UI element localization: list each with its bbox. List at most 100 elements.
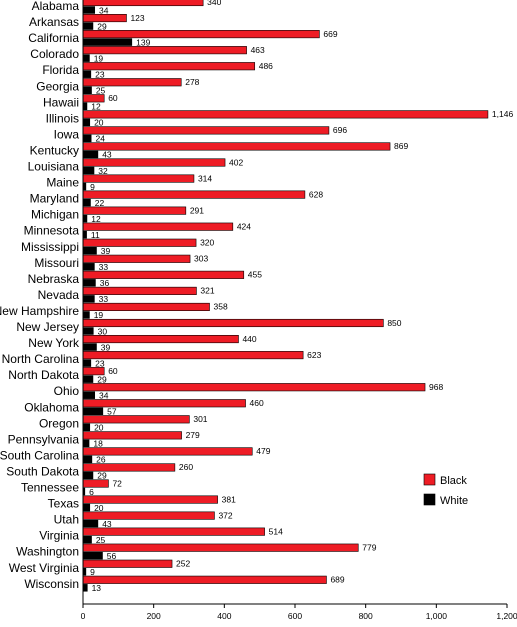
value-label-black-south-dakota: 260: [179, 462, 193, 472]
x-tick-label-1000: 1,000: [426, 611, 448, 621]
bar-white-arkansas: [83, 22, 94, 30]
value-label-black-louisiana: 402: [229, 157, 243, 167]
bar-black-colorado: [82, 46, 247, 55]
value-label-black-minnesota: 424: [237, 221, 251, 231]
category-label-kentucky: Kentucky: [30, 143, 79, 157]
category-label-wisconsin: Wisconsin: [24, 577, 79, 591]
bar-white-virginia: [83, 535, 92, 544]
value-label-black-illinois: 1,146: [492, 109, 514, 119]
bar-white-california: [83, 38, 133, 46]
bar-white-missouri: [83, 263, 95, 271]
bar-white-kentucky: [83, 150, 99, 159]
bar-white-north-carolina: [83, 359, 92, 367]
value-label-black-texas: 381: [222, 494, 236, 504]
value-label-white-california: 139: [136, 37, 150, 47]
value-label-black-utah: 372: [218, 510, 232, 520]
value-label-black-georgia: 278: [185, 77, 199, 87]
bar-white-maryland: [83, 198, 91, 207]
category-label-pennsylvania: Pennsylvania: [8, 432, 80, 446]
value-label-white-arkansas: 29: [97, 21, 107, 31]
value-label-black-oklahoma: 460: [250, 398, 264, 408]
legend-label-black: Black: [440, 475, 467, 487]
category-label-tennessee: Tennessee: [21, 481, 79, 495]
bar-white-minnesota: [83, 230, 87, 239]
bar-black-maryland: [82, 190, 306, 199]
bar-black-minnesota: [82, 222, 234, 231]
value-label-white-maine: 9: [90, 182, 95, 192]
bar-white-georgia: [83, 86, 92, 94]
value-label-black-west-virginia: 252: [176, 559, 190, 569]
bar-white-new-hampshire: [83, 311, 90, 319]
category-label-texas: Texas: [48, 497, 79, 511]
value-label-black-arkansas: 123: [130, 13, 144, 23]
category-label-north-dakota: North Dakota: [8, 368, 79, 382]
value-label-white-virginia: 25: [96, 535, 106, 545]
category-label-hawaii: Hawaii: [43, 95, 79, 109]
x-tick-label-400: 400: [217, 611, 231, 621]
bar-white-south-dakota: [83, 471, 94, 480]
value-label-white-florida: 23: [95, 69, 105, 79]
bar-white-new-jersey: [83, 327, 94, 335]
category-label-louisiana: Louisiana: [28, 160, 80, 174]
bar-white-tennessee: [83, 487, 86, 496]
value-label-black-iowa: 696: [333, 125, 347, 135]
value-label-black-maryland: 628: [309, 189, 323, 199]
value-label-white-maryland: 22: [95, 198, 105, 208]
value-label-white-north-dakota: 29: [97, 374, 107, 384]
value-label-black-north-dakota: 60: [108, 366, 118, 376]
bar-white-west-virginia: [83, 568, 87, 576]
bar-white-oklahoma: [83, 407, 104, 415]
category-label-colorado: Colorado: [30, 47, 79, 61]
x-tick-label-1200: 1,200: [496, 611, 517, 621]
bar-black-california: [82, 30, 320, 39]
value-label-white-tennessee: 6: [89, 487, 94, 497]
category-label-north-carolina: North Carolina: [2, 352, 80, 366]
category-label-south-dakota: South Dakota: [6, 464, 79, 478]
bar-white-new-york: [83, 343, 97, 351]
category-label-iowa: Iowa: [54, 127, 80, 141]
value-label-white-georgia: 25: [96, 86, 106, 96]
category-label-washington: Washington: [16, 545, 79, 559]
category-label-maryland: Maryland: [30, 192, 79, 206]
bar-black-north-carolina: [82, 351, 304, 360]
category-label-alabama: Alabama: [32, 0, 80, 13]
value-label-white-michigan: 12: [91, 214, 101, 224]
category-label-virginia: Virginia: [39, 529, 79, 543]
bar-white-north-dakota: [83, 375, 94, 383]
x-tick-label-200: 200: [147, 611, 161, 621]
bar-black-south-carolina: [82, 447, 253, 456]
bar-white-south-carolina: [83, 455, 93, 464]
category-label-michigan: Michigan: [31, 208, 79, 222]
bar-white-ohio: [83, 391, 96, 399]
value-label-black-alabama: 340: [207, 0, 221, 7]
value-label-white-illinois: 20: [94, 118, 104, 128]
value-label-white-west-virginia: 9: [90, 567, 95, 577]
value-label-black-new-york: 440: [242, 334, 256, 344]
value-label-white-north-carolina: 23: [95, 358, 105, 368]
bar-white-mississippi: [83, 247, 97, 255]
value-label-white-new-york: 39: [101, 342, 111, 352]
value-label-white-utah: 43: [102, 519, 112, 529]
value-label-white-new-jersey: 30: [98, 326, 108, 336]
bar-white-nevada: [83, 295, 95, 303]
value-label-black-ohio: 968: [429, 382, 443, 392]
value-label-white-oregon: 20: [94, 423, 104, 433]
value-label-white-pennsylvania: 18: [93, 439, 103, 449]
category-label-ohio: Ohio: [54, 384, 80, 398]
bar-white-illinois: [83, 118, 91, 127]
value-label-white-south-carolina: 26: [96, 455, 106, 465]
value-label-white-nevada: 33: [99, 294, 109, 304]
category-label-mississippi: Mississippi: [21, 240, 79, 254]
bar-black-florida: [82, 62, 256, 71]
category-label-florida: Florida: [42, 63, 79, 77]
category-label-oklahoma: Oklahoma: [24, 400, 79, 414]
bar-black-maine: [82, 174, 195, 183]
category-label-nevada: Nevada: [38, 288, 80, 302]
bar-black-tennessee: [82, 479, 109, 488]
bar-black-ohio: [82, 383, 426, 392]
bar-black-west-virginia: [82, 559, 173, 568]
value-label-white-nebraska: 36: [100, 278, 110, 288]
category-label-california: California: [28, 31, 79, 45]
value-label-black-california: 669: [323, 29, 337, 39]
